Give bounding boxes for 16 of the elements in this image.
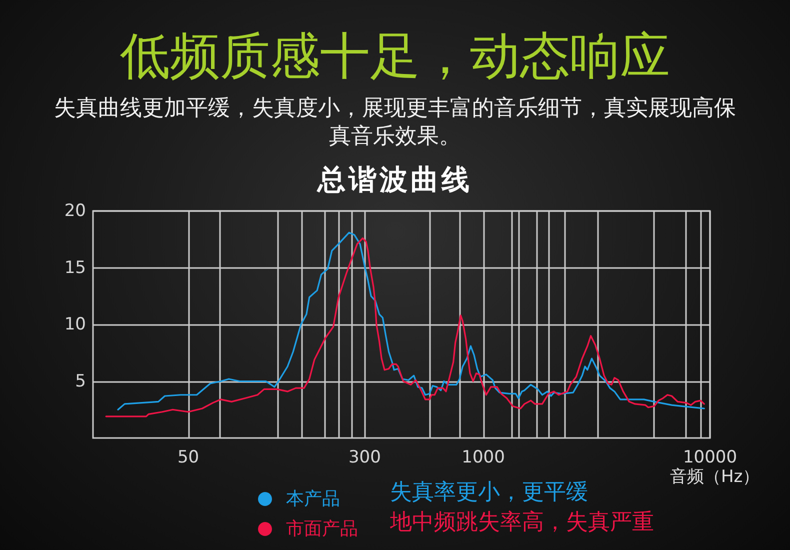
text: 失真率更小，更平缓 [390,480,588,506]
x-tick-label: 50 [177,448,200,468]
y-tick-label: 15 [64,258,86,278]
x-tick-label: 1000 [462,448,505,468]
legend-label: 市面产品 [286,518,358,540]
x-tick-label: 300 [348,448,381,468]
y-tick-label: 20 [64,201,86,221]
y-tick-label: 10 [64,314,86,334]
x-tick-label: 10000 [682,448,738,468]
chart-title: 低频质感十足，动态响应 [119,26,671,86]
y-tick-label: 5 [75,371,86,392]
x-axis-title: 音频（Hz） [670,466,760,488]
legend-label: 本产品 [286,488,340,510]
text: 总谐波曲线 [316,162,474,198]
chart-subtitle: 失真曲线更加平缓，失真度小，展现更丰富的音乐细节，真实展现高保真音乐效果。 [53,95,737,151]
text: 地中频跳失率高，失真严重 [390,510,654,536]
